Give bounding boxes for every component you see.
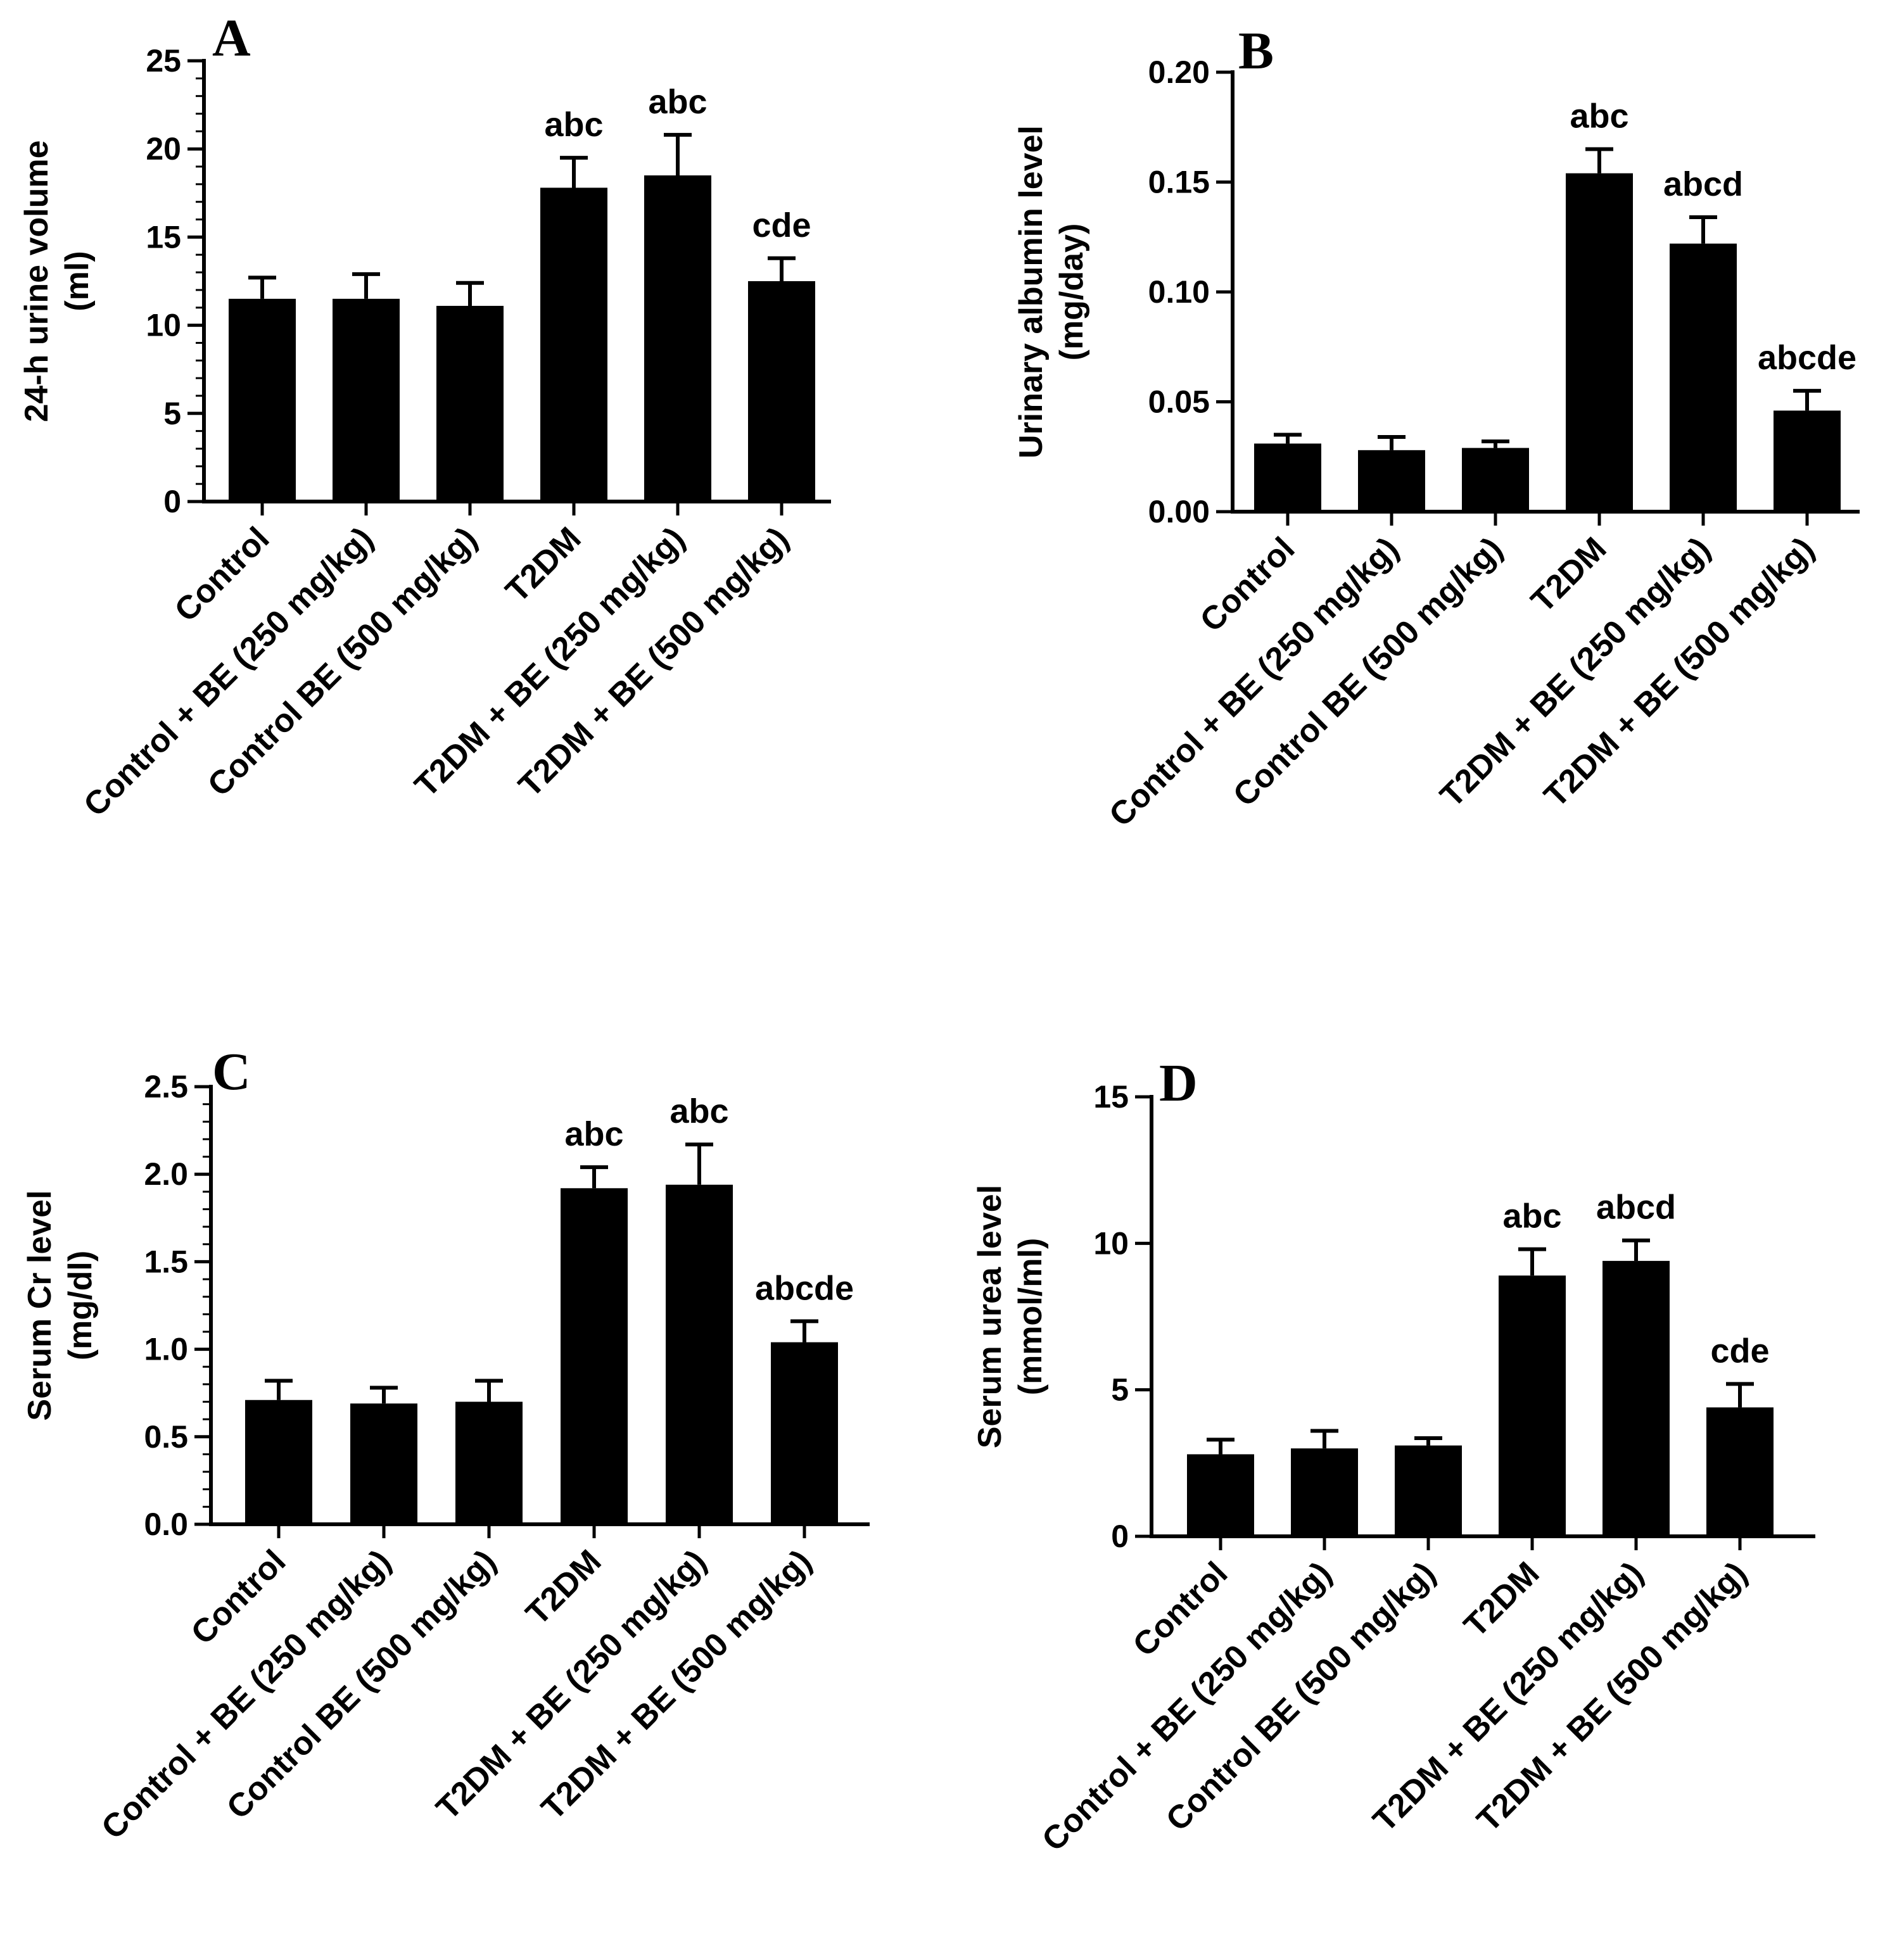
y-axis-title: 24-h urine volume bbox=[18, 141, 55, 422]
bar bbox=[1603, 1261, 1670, 1536]
x-tick-label: Control bbox=[184, 1543, 293, 1652]
chart-panel-b: B 0.00 0.05 0.10 0.15 0.20 Urinary albumin lev… bbox=[1013, 22, 1860, 834]
y-tick-label: 0.00 bbox=[1148, 494, 1210, 529]
bar bbox=[666, 1184, 733, 1524]
significance-label: abc bbox=[1570, 97, 1628, 135]
y-tick-label: 10 bbox=[1093, 1225, 1129, 1261]
y-tick-label: 0.05 bbox=[1148, 384, 1210, 420]
significance-label: abc bbox=[544, 106, 603, 144]
y-tick-label: 25 bbox=[146, 43, 181, 79]
panel-letter: B bbox=[1238, 22, 1274, 80]
bar bbox=[771, 1342, 838, 1524]
bar bbox=[1670, 243, 1737, 512]
bar bbox=[333, 298, 400, 502]
y-tick-label: 5 bbox=[163, 396, 181, 431]
bar bbox=[1187, 1454, 1254, 1536]
y-axis-title: (mmol/ml) bbox=[1012, 1238, 1049, 1395]
significance-label: abc bbox=[648, 83, 707, 121]
y-axis-title: Urinary albumin level bbox=[1013, 125, 1050, 458]
y-tick-label: 20 bbox=[146, 131, 181, 167]
bar bbox=[455, 1401, 523, 1524]
x-tick-label: Control bbox=[168, 520, 277, 629]
significance-label: cde bbox=[752, 206, 811, 244]
x-tick-label: T2DM bbox=[498, 520, 588, 609]
y-tick-label: 15 bbox=[146, 219, 181, 255]
y-tick-label: 2.5 bbox=[144, 1069, 188, 1104]
significance-label: abc bbox=[564, 1115, 623, 1153]
bar bbox=[1499, 1275, 1566, 1536]
bar bbox=[245, 1400, 312, 1524]
panel-letter: C bbox=[212, 1042, 251, 1101]
x-tick-label: T2DM bbox=[1457, 1555, 1546, 1644]
y-tick-label: 0.5 bbox=[144, 1419, 188, 1455]
bar bbox=[1291, 1448, 1358, 1536]
significance-label: abcde bbox=[755, 1269, 854, 1307]
bar bbox=[229, 298, 296, 502]
y-axis-title: (mg/dl) bbox=[62, 1251, 99, 1360]
x-tick-label: Control bbox=[1193, 530, 1302, 639]
x-tick-label: T2DM bbox=[519, 1543, 608, 1632]
bar bbox=[1706, 1407, 1774, 1536]
significance-label: abcde bbox=[1758, 339, 1856, 377]
y-tick-label: 0 bbox=[163, 484, 181, 519]
bar bbox=[561, 1188, 628, 1524]
significance-label: abcd bbox=[1663, 165, 1743, 203]
y-axis-title: Serum urea level bbox=[972, 1185, 1008, 1448]
y-tick-label: 0.15 bbox=[1148, 165, 1210, 200]
panel-letter: D bbox=[1159, 1054, 1198, 1113]
panel-letter: A bbox=[212, 9, 251, 68]
y-tick-label: 0.10 bbox=[1148, 274, 1210, 310]
bar bbox=[1774, 410, 1841, 512]
y-axis-title: (ml) bbox=[59, 251, 96, 311]
y-tick-label: 10 bbox=[146, 308, 181, 343]
significance-label: abc bbox=[670, 1092, 728, 1130]
bar bbox=[436, 305, 504, 502]
y-tick-label: 1.0 bbox=[144, 1332, 188, 1367]
y-tick-label: 1.5 bbox=[144, 1244, 188, 1279]
y-tick-label: 5 bbox=[1111, 1372, 1129, 1408]
bar bbox=[644, 175, 711, 502]
x-tick-label: Control bbox=[1126, 1555, 1235, 1664]
y-tick-label: 15 bbox=[1093, 1079, 1129, 1115]
y-tick-label: 0 bbox=[1111, 1519, 1129, 1554]
bar bbox=[1254, 443, 1321, 512]
bar bbox=[1358, 450, 1425, 512]
y-axis-title: Serum Cr level bbox=[22, 1190, 58, 1420]
significance-label: abcd bbox=[1596, 1189, 1676, 1227]
bar bbox=[1566, 173, 1633, 512]
bar bbox=[540, 187, 607, 502]
y-axis-title: (mg/day) bbox=[1053, 224, 1090, 361]
x-tick-label: T2DM bbox=[1524, 530, 1613, 619]
y-tick-label: 2.0 bbox=[144, 1156, 188, 1192]
significance-label: abc bbox=[1502, 1198, 1561, 1236]
bar bbox=[350, 1403, 417, 1524]
bar bbox=[1395, 1445, 1462, 1536]
y-tick-label: 0.0 bbox=[144, 1507, 188, 1542]
y-tick-label: 0.20 bbox=[1148, 54, 1210, 90]
bar bbox=[748, 281, 815, 502]
significance-label: cde bbox=[1710, 1332, 1769, 1370]
chart-panel-c: C 0.0 0.5 1.0 1.5 2.0 2.5 Serum Cr level (mg/dl)… bbox=[22, 1042, 870, 1847]
bar bbox=[1462, 448, 1529, 512]
